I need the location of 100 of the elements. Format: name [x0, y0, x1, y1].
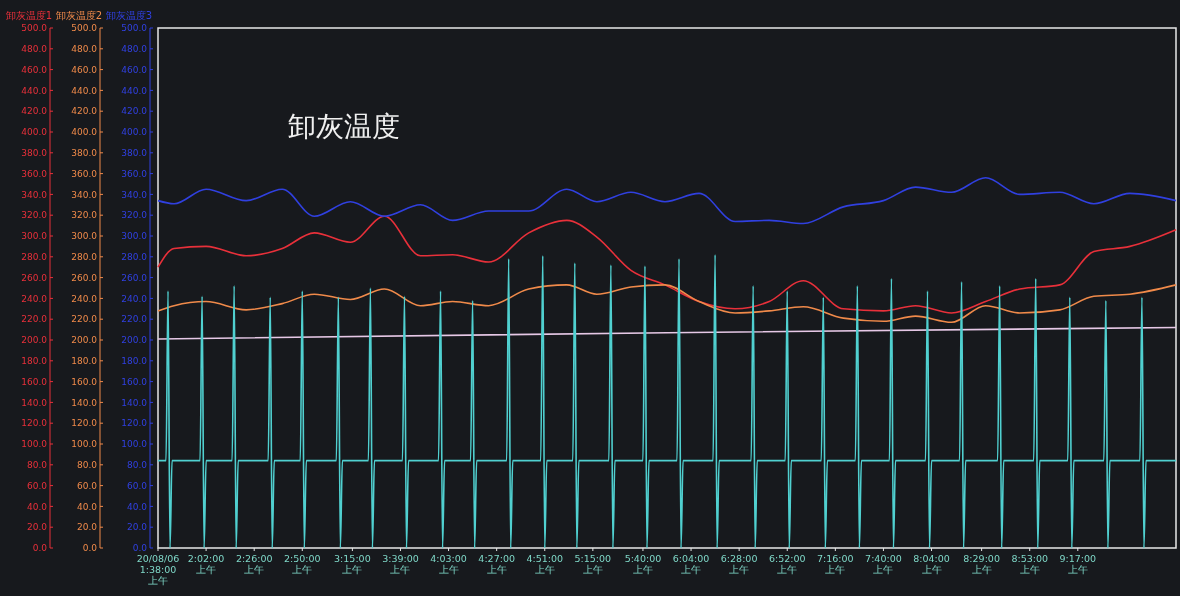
y2-tick-label: 140.0: [121, 397, 148, 408]
x-tick-label: 9:17:00 上午: [1059, 553, 1097, 576]
y3-tick-label: 80.0: [76, 459, 98, 470]
y3-tick-label: 420.0: [71, 106, 98, 117]
y3-tick-label: 20.0: [76, 522, 98, 533]
x-tick-label: 6:04:00 上午: [672, 553, 710, 576]
y3-tick-label: 440.0: [71, 85, 98, 96]
x-tick-label: 4:27:00 上午: [478, 553, 515, 576]
y2-tick-label: 420.0: [121, 106, 148, 117]
y2-tick-label: 240.0: [121, 293, 148, 304]
y2-tick-label: 260.0: [121, 272, 148, 283]
y3-tick-label: 100.0: [71, 439, 98, 450]
y3-tick-label: 180.0: [71, 355, 98, 366]
x-tick-label: 8:53:00 上午: [1011, 553, 1049, 576]
y2-tick-label: 340.0: [121, 189, 148, 200]
x-tick-label: 6:52:00 上午: [768, 553, 806, 576]
y-tick-label: 140.0: [21, 397, 48, 408]
y-tick-label: 300.0: [21, 231, 48, 242]
y-tick-label: 500.0: [21, 23, 48, 34]
text: 卸灰温度3: [105, 10, 152, 21]
y-tick-label: 480.0: [21, 43, 48, 54]
y2-tick-label: 280.0: [121, 251, 148, 262]
y3-tick-label: 0.0: [82, 543, 98, 554]
y3-tick-label: 320.0: [71, 210, 98, 221]
y3-tick-label: 120.0: [71, 418, 98, 429]
y-tick-label: 460.0: [21, 64, 48, 75]
y3-tick-label: 160.0: [71, 376, 98, 387]
y-tick-label: 240.0: [21, 293, 48, 304]
y3-tick-label: 500.0: [71, 23, 98, 34]
text: 卸灰温度2: [55, 10, 102, 21]
y3-tick-label: 220.0: [71, 314, 98, 325]
x-tick-label: 6:28:00 上午: [720, 553, 758, 576]
y-tick-label: 260.0: [21, 272, 48, 283]
y2-tick-label: 120.0: [121, 418, 148, 429]
x-tick-label: 7:40:00 上午: [865, 553, 902, 576]
y2-tick-label: 440.0: [121, 85, 148, 96]
x-tick-label: 4:03:00 上午: [430, 553, 467, 576]
y-tick-label: 220.0: [21, 314, 48, 325]
y2-tick-label: 40.0: [126, 501, 148, 512]
y2-tick-label: 480.0: [121, 43, 148, 54]
x-tick-label: 3:39:00 上午: [382, 553, 419, 576]
y2-tick-label: 500.0: [121, 23, 148, 34]
x-tick-label: 8:04:00 上午: [913, 553, 950, 576]
x-tick-label: 2:02:00 上午: [187, 553, 225, 576]
y2-tick-label: 160.0: [121, 376, 148, 387]
y-tick-label: 180.0: [21, 355, 48, 366]
x-tick-label: 7:16:00 上午: [817, 553, 854, 576]
text: 卸灰温度: [288, 110, 400, 143]
y3-tick-label: 60.0: [76, 480, 98, 491]
y-tick-label: 420.0: [21, 106, 48, 117]
y2-tick-label: 320.0: [121, 210, 148, 221]
y2-tick-label: 380.0: [121, 147, 148, 158]
x-tick-label: 3:15:00 上午: [334, 553, 371, 576]
x-tick-label: 8:29:00 上午: [963, 553, 1000, 576]
y-tick-label: 160.0: [21, 376, 48, 387]
x-tick-label: 2:26:00 上午: [235, 553, 273, 576]
y-tick-label: 60.0: [26, 480, 48, 491]
y-tick-label: 360.0: [21, 168, 48, 179]
text: 卸灰温度1: [5, 10, 52, 21]
y3-tick-label: 460.0: [71, 64, 98, 75]
y-tick-label: 340.0: [21, 189, 48, 200]
y2-tick-label: 60.0: [126, 480, 148, 491]
y3-tick-label: 380.0: [71, 147, 98, 158]
y2-tick-label: 360.0: [121, 168, 148, 179]
y3-tick-label: 280.0: [71, 251, 98, 262]
y-tick-label: 0.0: [32, 543, 48, 554]
x-tick-label: 5:15:00 上午: [574, 553, 612, 576]
y-tick-label: 100.0: [21, 439, 48, 450]
y-tick-label: 40.0: [26, 501, 48, 512]
x-tick-label: 4:51:00 上午: [526, 553, 564, 576]
y3-tick-label: 200.0: [71, 335, 98, 346]
y-tick-label: 320.0: [21, 210, 48, 221]
y-tick-label: 120.0: [21, 418, 48, 429]
y3-tick-label: 260.0: [71, 272, 98, 283]
x-tick-label: 5:40:00 上午: [624, 553, 662, 576]
y3-tick-label: 480.0: [71, 43, 98, 54]
y2-tick-label: 100.0: [121, 439, 148, 450]
y3-tick-label: 360.0: [71, 168, 98, 179]
y-tick-label: 20.0: [26, 522, 48, 533]
y2-tick-label: 220.0: [121, 314, 148, 325]
y-tick-label: 200.0: [21, 335, 48, 346]
y-tick-label: 400.0: [21, 127, 48, 138]
y2-tick-label: 20.0: [126, 522, 148, 533]
y2-tick-label: 180.0: [121, 355, 148, 366]
y-tick-label: 80.0: [26, 459, 48, 470]
y2-tick-label: 80.0: [126, 459, 148, 470]
y2-tick-label: 460.0: [121, 64, 148, 75]
y2-tick-label: 0.0: [132, 543, 148, 554]
y2-tick-label: 200.0: [121, 335, 148, 346]
x-tick-label: 20/08/06 1:38:00 上午: [136, 553, 180, 587]
x-tick-label: 2:50:00 上午: [283, 553, 321, 576]
y3-tick-label: 40.0: [76, 501, 98, 512]
y-tick-label: 280.0: [21, 251, 48, 262]
y3-tick-label: 400.0: [71, 127, 98, 138]
y-tick-label: 440.0: [21, 85, 48, 96]
y3-tick-label: 340.0: [71, 189, 98, 200]
y-tick-label: 380.0: [21, 147, 48, 158]
y2-tick-label: 400.0: [121, 127, 148, 138]
y3-tick-label: 140.0: [71, 397, 98, 408]
y2-tick-label: 300.0: [121, 231, 148, 242]
